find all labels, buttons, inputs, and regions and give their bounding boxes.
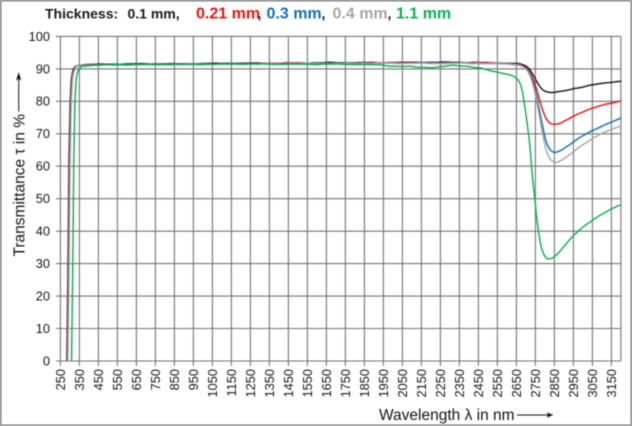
svg-text:0.3 mm: 0.3 mm <box>267 6 322 23</box>
svg-text:30: 30 <box>36 256 50 271</box>
svg-text:2150: 2150 <box>414 369 429 397</box>
svg-text:1.1 mm: 1.1 mm <box>396 6 451 23</box>
svg-text:350: 350 <box>72 369 87 390</box>
svg-text:1250: 1250 <box>243 369 258 397</box>
svg-text:1150: 1150 <box>224 369 239 397</box>
svg-text:3150: 3150 <box>604 369 619 397</box>
svg-text:450: 450 <box>91 369 106 390</box>
svg-text:,: , <box>388 6 392 22</box>
svg-text:2950: 2950 <box>566 369 581 397</box>
svg-text:0.21 mm: 0.21 mm <box>196 6 260 23</box>
svg-text:1950: 1950 <box>376 369 391 397</box>
svg-text:100: 100 <box>29 29 50 44</box>
svg-text:2850: 2850 <box>547 369 562 397</box>
svg-text:2050: 2050 <box>395 369 410 397</box>
svg-text:1050: 1050 <box>205 369 220 397</box>
svg-text:1450: 1450 <box>281 369 296 397</box>
svg-text:2250: 2250 <box>433 369 448 397</box>
svg-text:2650: 2650 <box>509 369 524 397</box>
svg-text:1350: 1350 <box>262 369 277 397</box>
svg-text:0.1 mm,: 0.1 mm, <box>128 6 180 22</box>
svg-text:550: 550 <box>110 369 125 390</box>
svg-text:0.4 mm: 0.4 mm <box>333 6 388 23</box>
svg-text:1750: 1750 <box>338 369 353 397</box>
svg-text:10: 10 <box>36 321 50 336</box>
svg-text:2450: 2450 <box>471 369 486 397</box>
svg-text:90: 90 <box>36 61 50 76</box>
svg-text:50: 50 <box>36 191 50 206</box>
svg-text:750: 750 <box>148 369 163 390</box>
svg-text:Transmittance τ in %: Transmittance τ in % <box>12 114 29 257</box>
svg-text:Thickness:: Thickness: <box>45 6 118 22</box>
svg-text:2350: 2350 <box>452 369 467 397</box>
svg-text:250: 250 <box>53 369 68 390</box>
svg-text:40: 40 <box>36 224 50 239</box>
svg-text:850: 850 <box>167 369 182 390</box>
svg-text:2750: 2750 <box>528 369 543 397</box>
svg-text:650: 650 <box>129 369 144 390</box>
svg-text:60: 60 <box>36 159 50 174</box>
svg-text:950: 950 <box>186 369 201 390</box>
svg-text:Wavelength λ in nm: Wavelength λ in nm <box>379 407 515 424</box>
svg-text:0: 0 <box>43 353 50 368</box>
svg-text:1550: 1550 <box>300 369 315 397</box>
svg-text:,: , <box>258 6 262 22</box>
svg-text:3050: 3050 <box>585 369 600 397</box>
svg-text:1650: 1650 <box>319 369 334 397</box>
svg-text:,: , <box>322 6 326 22</box>
svg-text:20: 20 <box>36 289 50 304</box>
svg-text:70: 70 <box>36 126 50 141</box>
svg-text:1850: 1850 <box>357 369 372 397</box>
svg-text:2550: 2550 <box>490 369 505 397</box>
svg-text:80: 80 <box>36 94 50 109</box>
